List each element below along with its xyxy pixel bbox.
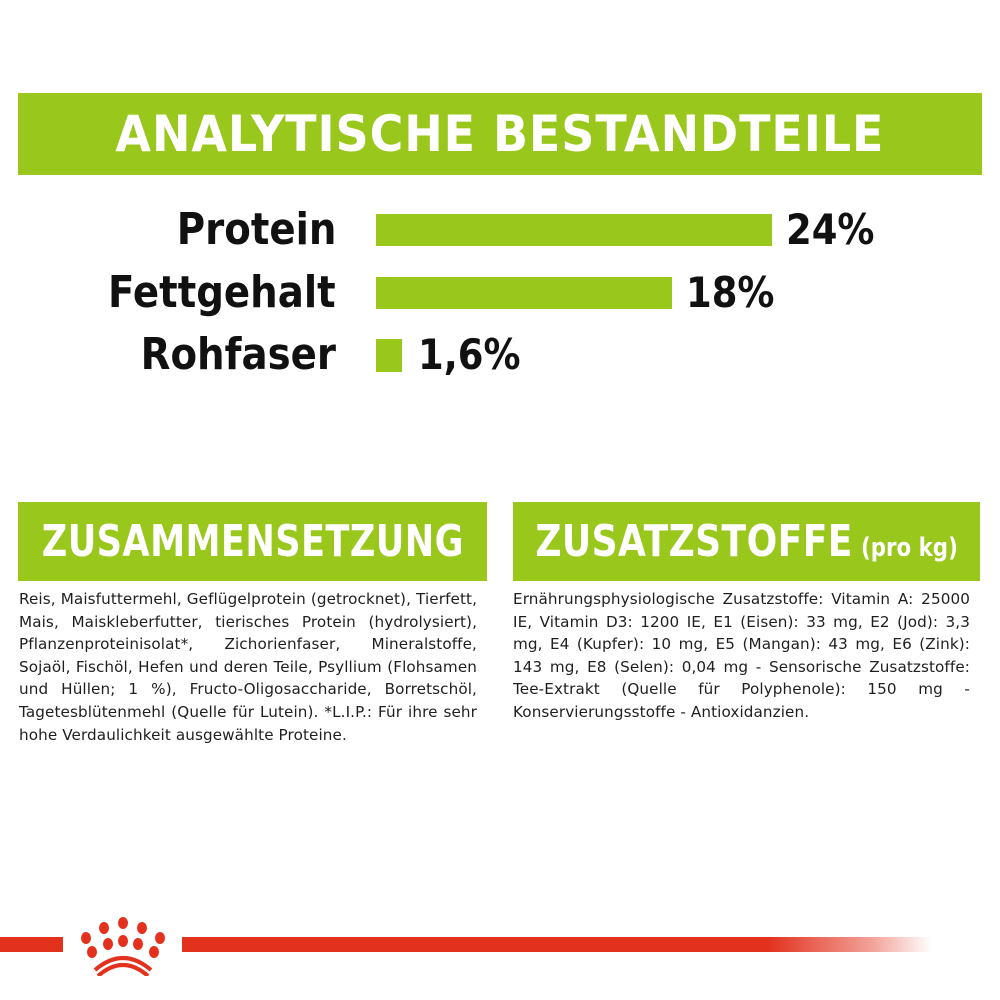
nutrient-bar	[376, 214, 772, 246]
composition-title: ZUSAMMENSETZUNG	[41, 516, 464, 567]
additives-subtitle: (pro kg)	[860, 533, 958, 563]
analytics-banner: ANALYTISCHE BESTANDTEILE	[18, 93, 982, 175]
nutrient-row-fettgehalt: Fettgehalt 18%	[0, 263, 1000, 323]
nutrient-label: Rohfaser	[140, 329, 336, 380]
nutrient-row-protein: Protein 24%	[0, 200, 1000, 260]
additives-text: Ernährungsphysiologische Zusatzstoffe: V…	[513, 590, 970, 721]
nutrient-bar	[376, 339, 402, 372]
nutrient-bar	[376, 277, 672, 309]
royal-canin-crown-icon	[81, 917, 165, 976]
footer-red-line-right	[182, 937, 932, 952]
nutrient-label: Fettgehalt	[108, 267, 336, 318]
additives-header: ZUSATZSTOFFE (pro kg)	[513, 502, 980, 581]
nutrient-value: 18%	[686, 268, 775, 317]
banner-title: ANALYTISCHE BESTANDTEILE	[115, 105, 885, 163]
additives-title: ZUSATZSTOFFE	[535, 516, 853, 567]
composition-header: ZUSAMMENSETZUNG	[18, 502, 487, 581]
nutrient-row-rohfaser: Rohfaser 1,6%	[0, 325, 1000, 385]
composition-text: Reis, Maisfuttermehl, Geflügelprotein (g…	[19, 590, 477, 744]
nutrient-value: 24%	[786, 205, 875, 254]
nutrient-value: 1,6%	[418, 330, 521, 379]
footer-red-line-left	[0, 937, 63, 952]
nutrient-label: Protein	[176, 204, 336, 255]
